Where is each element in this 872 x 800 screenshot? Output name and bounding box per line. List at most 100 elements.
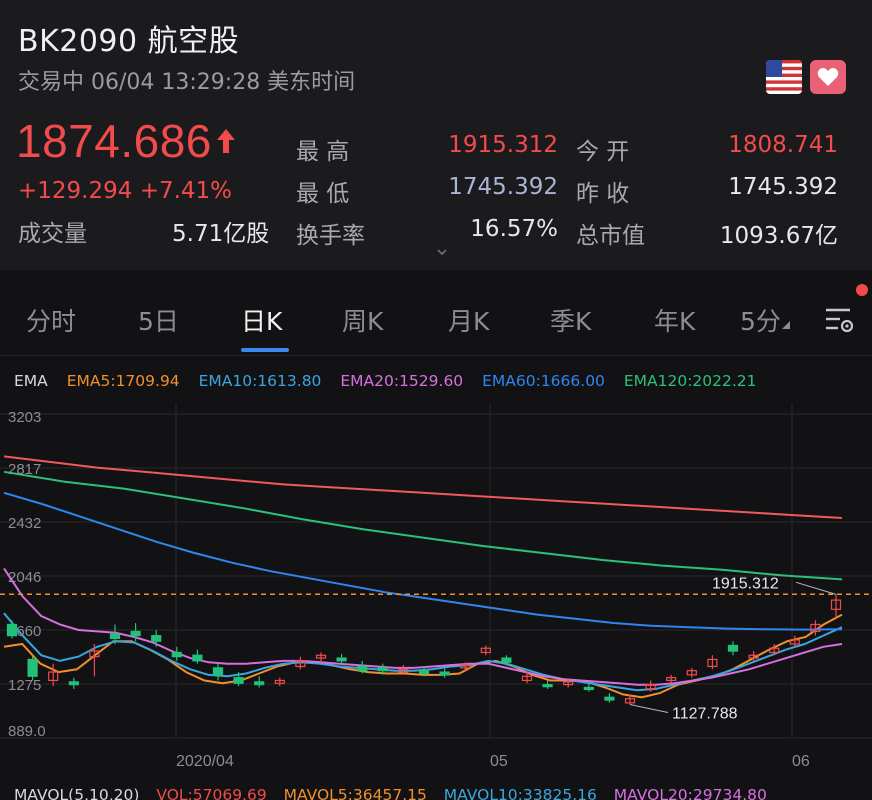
tab-quarterly-k[interactable]: 季K bbox=[550, 307, 592, 336]
notification-dot bbox=[856, 284, 868, 296]
prev-close-value: 1745.392 bbox=[728, 174, 838, 200]
prev-close-label: 昨 收 bbox=[576, 181, 630, 207]
open-value: 1808.741 bbox=[728, 132, 838, 158]
ema-long-line bbox=[3, 455, 843, 519]
high-annotation: 1915.312 bbox=[712, 575, 779, 592]
candle-body bbox=[377, 667, 388, 672]
y-tick-label: 3203 bbox=[8, 409, 41, 426]
ema5-value: EMA5:1709.94 bbox=[66, 372, 180, 390]
candle-body bbox=[171, 651, 182, 658]
candle-body bbox=[480, 647, 491, 654]
candle-body bbox=[212, 667, 224, 676]
ema60-line bbox=[3, 491, 843, 631]
candle-body bbox=[624, 698, 636, 704]
chart-settings-icon[interactable] bbox=[822, 302, 856, 336]
candle-body bbox=[727, 644, 739, 652]
candle-body bbox=[686, 670, 697, 676]
market-cap-label: 总市值 bbox=[576, 223, 645, 249]
ema10-value: EMA10:1613.80 bbox=[198, 372, 322, 390]
candle-body bbox=[666, 677, 677, 682]
active-tab-indicator bbox=[241, 348, 289, 352]
tab-daily-k[interactable]: 日K bbox=[241, 307, 283, 336]
ema-label: EMA bbox=[14, 372, 48, 390]
x-tick-label: 06 bbox=[792, 753, 810, 770]
candle-body bbox=[830, 599, 842, 610]
candle-body bbox=[769, 647, 780, 654]
current-price: 1874.686 bbox=[16, 114, 237, 168]
ema10-line bbox=[3, 612, 843, 692]
candle-body bbox=[68, 681, 79, 686]
price-change: +129.294 +7.41% bbox=[18, 178, 233, 204]
candle-body bbox=[748, 654, 759, 659]
high-label: 最 高 bbox=[296, 139, 350, 165]
candle-body bbox=[109, 633, 121, 640]
tab-5day[interactable]: 5日 bbox=[138, 307, 179, 336]
mavol-label: MAVOL(5,10,20) bbox=[14, 786, 140, 800]
y-tick-label: 889.0 bbox=[8, 723, 46, 740]
open-label: 今 开 bbox=[576, 139, 630, 165]
market-cap-value: 1093.67亿 bbox=[719, 223, 838, 249]
tab-yearly-k[interactable]: 年K bbox=[654, 307, 696, 336]
candle-body bbox=[418, 670, 430, 675]
candle-body bbox=[460, 664, 471, 669]
ema20-value: EMA20:1529.60 bbox=[340, 372, 464, 390]
candle-body bbox=[563, 681, 574, 686]
ema20-line bbox=[3, 567, 843, 686]
x-tick-label: 2020/04 bbox=[176, 753, 234, 770]
candle-body bbox=[151, 635, 162, 642]
y-tick-label: 2046 bbox=[8, 569, 41, 586]
high-value: 1915.312 bbox=[448, 132, 558, 158]
candle-body bbox=[274, 679, 285, 684]
chevron-down-icon[interactable] bbox=[436, 246, 448, 258]
tab-5min[interactable]: 5分 bbox=[740, 302, 791, 338]
candle-body bbox=[27, 658, 38, 677]
candle-body bbox=[89, 650, 100, 658]
ema120-line bbox=[3, 470, 843, 581]
mavol10-value: MAVOL10:33825.16 bbox=[443, 786, 597, 800]
volume-label: 成交量 bbox=[18, 221, 87, 247]
candle-body bbox=[6, 623, 18, 637]
candle-body bbox=[48, 671, 59, 682]
heart-icon[interactable] bbox=[810, 60, 846, 94]
y-tick-label: 1275 bbox=[8, 677, 41, 694]
tab-monthly-k[interactable]: 月K bbox=[448, 307, 490, 336]
turnover-value: 16.57% bbox=[470, 216, 558, 242]
low-annotation: 1127.788 bbox=[672, 706, 738, 723]
y-tick-label: 2432 bbox=[8, 515, 41, 532]
ema5-line bbox=[3, 613, 843, 699]
candle-body bbox=[521, 675, 533, 682]
candle-body bbox=[604, 696, 615, 701]
volume-value: 5.71亿股 bbox=[172, 221, 270, 247]
low-annotation-leader bbox=[629, 704, 669, 714]
candle-body bbox=[583, 686, 594, 691]
ema-legend: EMA EMA5:1709.94 EMA10:1613.80 EMA20:152… bbox=[14, 372, 771, 390]
candle-body bbox=[542, 684, 553, 688]
candle-body bbox=[398, 668, 409, 673]
tab-weekly-k[interactable]: 周K bbox=[342, 307, 384, 336]
x-tick-label: 05 bbox=[490, 753, 508, 770]
candle-body bbox=[357, 665, 368, 672]
candle-body bbox=[645, 684, 656, 690]
high-annotation-leader bbox=[795, 581, 837, 595]
tab-intraday[interactable]: 分时 bbox=[26, 307, 77, 336]
candle-body bbox=[254, 681, 265, 686]
candle-body bbox=[789, 639, 800, 645]
candle-body bbox=[233, 677, 244, 684]
ema120-value: EMA120:2022.21 bbox=[623, 372, 757, 390]
mavol20-value: MAVOL20:29734.80 bbox=[613, 786, 767, 800]
candle-body bbox=[501, 657, 512, 663]
candle-body bbox=[336, 657, 347, 662]
us-flag-icon[interactable] bbox=[766, 60, 802, 94]
arrow-up-icon bbox=[216, 129, 235, 153]
low-label: 最 低 bbox=[296, 181, 350, 207]
page-title: BK2090 航空股 bbox=[18, 24, 240, 59]
market-status: 交易中 06/04 13:29:28 美东时间 bbox=[18, 70, 356, 95]
price-value: 1874.686 bbox=[16, 115, 212, 167]
candle-body bbox=[439, 671, 450, 676]
candle-body bbox=[810, 623, 821, 633]
quote-header: BK2090 航空股 交易中 06/04 13:29:28 美东时间 1874.… bbox=[0, 0, 872, 270]
period-tabs: 分时 5日 日K 周K 月K 季K 年K 5分 bbox=[0, 282, 872, 356]
mavol5-value: MAVOL5:36457.15 bbox=[283, 786, 427, 800]
low-value: 1745.392 bbox=[448, 174, 558, 200]
